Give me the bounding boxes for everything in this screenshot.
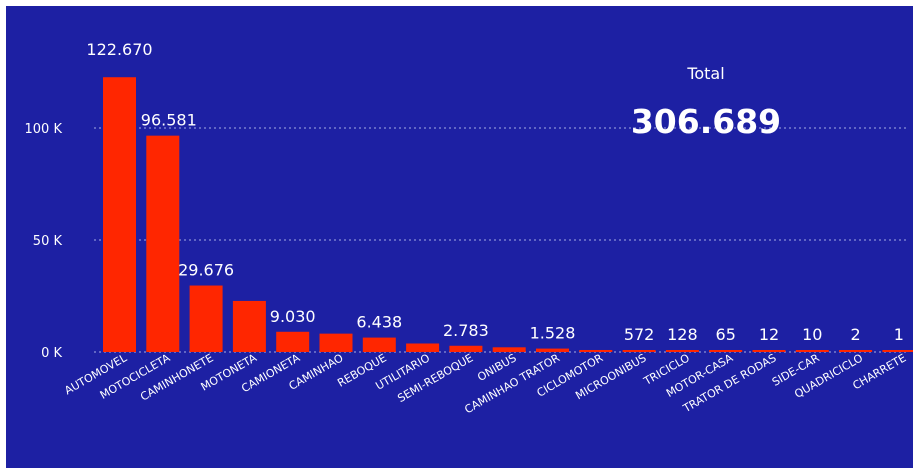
bar [406,343,440,352]
bar [882,350,913,352]
data-label: 1 [894,325,904,344]
bar [276,331,310,352]
data-label: 9.030 [270,307,316,326]
bar [449,345,483,352]
x-tick-label: SEMI-REBOQUE [395,351,475,405]
data-label: 12 [759,325,779,344]
data-label: 29.676 [178,261,234,280]
bar [665,350,699,352]
chart-panel: 0 K 50 K 100 K 122.670 AUTOMOVEL 96.581 MOTOCI… [6,6,913,468]
bar [492,347,526,352]
data-label: 572 [624,325,655,344]
bar [232,300,266,352]
data-label: 6.438 [356,313,402,332]
data-label: 2 [851,325,861,344]
data-label: 65 [716,325,736,344]
bar [362,337,396,352]
kpi-total-label: Total [687,64,725,83]
data-label: 128 [667,325,698,344]
bar [622,350,656,352]
data-label: 10 [802,325,822,344]
bar [752,350,786,352]
bar [709,350,743,352]
bar [536,348,569,352]
bar [189,285,223,352]
y-tick-label: 0 K [41,346,62,361]
data-label: 122.670 [86,40,152,59]
bar [146,135,180,352]
x-tick-label: CAMINHONETE [138,351,216,403]
bar [319,333,353,352]
y-tick-label: 50 K [33,234,63,249]
bar [839,350,873,352]
data-label: 1.528 [530,324,576,343]
data-label: 96.581 [141,111,197,130]
bar [103,77,136,352]
kpi-total-value: 306.689 [630,102,782,141]
data-label: 2.783 [443,321,489,340]
bar [795,350,829,352]
y-tick-label: 100 K [25,122,63,137]
bar [579,349,613,352]
